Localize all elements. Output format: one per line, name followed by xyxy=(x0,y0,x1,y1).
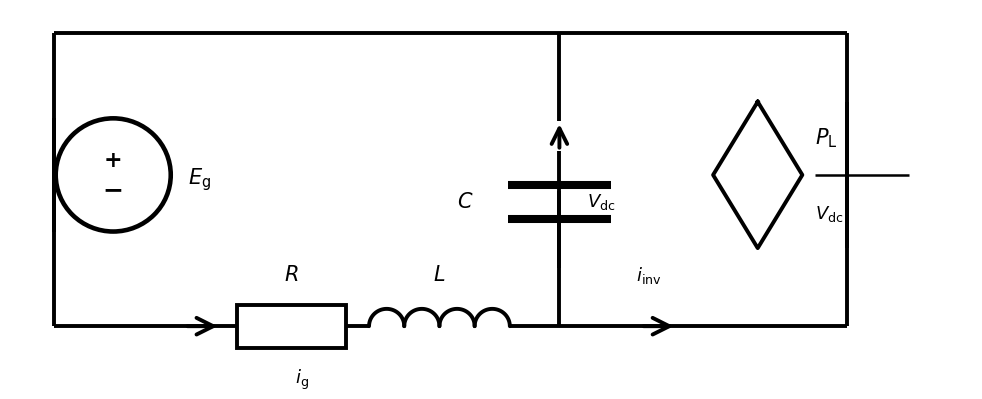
Text: $R$: $R$ xyxy=(285,265,299,285)
Text: $C$: $C$ xyxy=(457,192,473,212)
Text: $V_{\rm dc}$: $V_{\rm dc}$ xyxy=(587,192,616,212)
Text: $L$: $L$ xyxy=(433,265,446,285)
Circle shape xyxy=(56,119,171,231)
Polygon shape xyxy=(713,102,802,248)
Bar xyxy=(238,305,347,348)
Text: $i_{\rm inv}$: $i_{\rm inv}$ xyxy=(636,265,662,286)
Text: $i_{\rm g}$: $i_{\rm g}$ xyxy=(295,368,308,392)
Text: −: − xyxy=(103,178,124,203)
Text: $P_{\rm L}$: $P_{\rm L}$ xyxy=(815,126,838,150)
Text: $V_{\rm dc}$: $V_{\rm dc}$ xyxy=(815,204,844,224)
Text: $E_{\rm g}$: $E_{\rm g}$ xyxy=(188,166,211,193)
Text: +: + xyxy=(104,150,123,172)
